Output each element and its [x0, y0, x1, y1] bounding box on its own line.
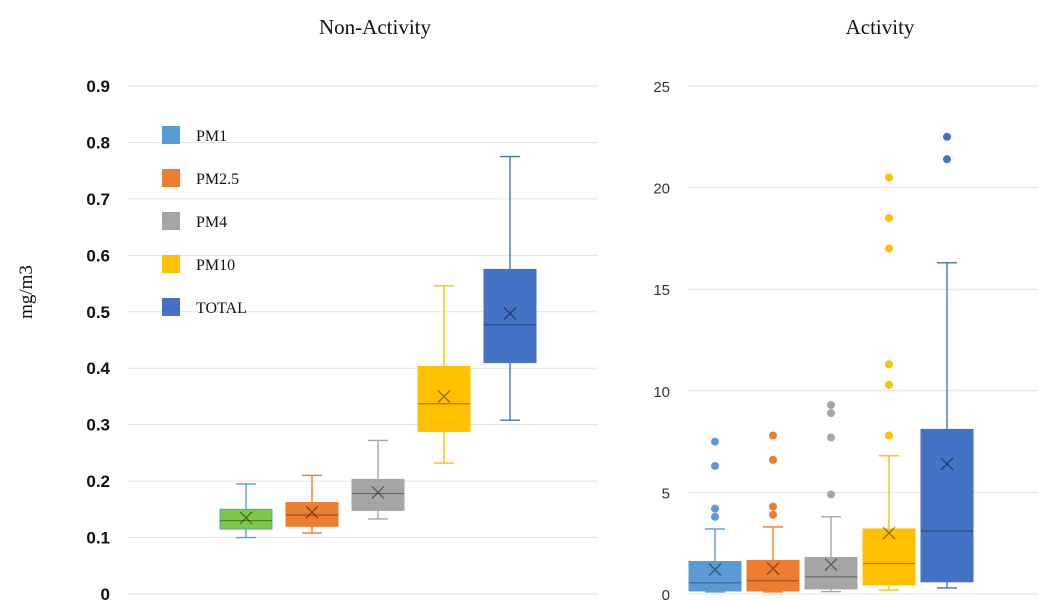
y-tick-label: 0.4	[86, 359, 110, 378]
legend-item-pm4: PM4	[162, 212, 227, 231]
y-tick-label: 0.7	[86, 190, 110, 209]
legend-swatch	[162, 298, 180, 316]
outlier-point	[769, 510, 777, 519]
y-tick-label: 0.3	[86, 416, 110, 435]
legend-swatch	[162, 169, 180, 187]
y-tick-label: 0	[101, 585, 110, 600]
y-tick-label: 0.5	[86, 303, 110, 322]
mean-marker	[940, 457, 954, 471]
y-tick-label: 20	[653, 181, 670, 198]
legend-swatch	[162, 255, 180, 273]
legend-item-pm2-5: PM2.5	[162, 169, 239, 188]
legend: PM1 PM2.5 PM4 PM10 TOTAL	[162, 126, 247, 317]
outlier-point	[827, 490, 835, 499]
y-tick-label: 0.6	[86, 246, 110, 265]
legend-swatch	[162, 126, 180, 144]
box-iqr	[746, 559, 800, 592]
mean-marker	[766, 562, 780, 576]
outlier-point	[769, 502, 777, 511]
box-pm4	[351, 439, 405, 520]
y-tick-label: 0	[662, 587, 670, 600]
box-pm1	[219, 483, 273, 539]
gridlines-non-activity	[128, 85, 598, 595]
y-tick-label: 0.1	[86, 529, 110, 548]
outlier-point	[769, 455, 777, 464]
box-pm2-5	[285, 474, 339, 534]
box-pm1	[688, 437, 742, 593]
box-iqr	[285, 502, 339, 527]
outlier-point	[827, 401, 835, 410]
box-iqr	[219, 508, 273, 530]
outlier-point	[711, 504, 719, 513]
outlier-point	[943, 155, 951, 164]
box-iqr	[862, 528, 916, 586]
legend-swatch	[162, 212, 180, 230]
outlier-point	[827, 409, 835, 418]
box-total	[920, 132, 974, 589]
chart-non-activity: Non-Activity mg/m3 0 0.1 0.2 0.3 0.4 0.5 0.6 0.…	[16, 15, 598, 600]
box-iqr	[920, 428, 974, 583]
outlier-point	[885, 214, 893, 223]
mean-marker	[371, 485, 385, 499]
mean-marker	[239, 511, 253, 525]
legend-label: PM10	[196, 257, 235, 274]
legend-label: PM1	[196, 128, 227, 145]
chart-title-activity: Activity	[846, 15, 915, 39]
outlier-point	[885, 173, 893, 182]
box-iqr	[688, 560, 742, 592]
box-pm10	[862, 173, 916, 591]
outlier-point	[885, 244, 893, 253]
chart-title-non-activity: Non-Activity	[319, 15, 431, 39]
box-pm10	[417, 285, 471, 464]
box-iqr	[417, 366, 471, 432]
gridlines-activity	[688, 85, 1038, 595]
y-tick-label: 25	[653, 79, 670, 96]
outlier-point	[711, 512, 719, 521]
outlier-point	[885, 380, 893, 389]
outlier-point	[885, 360, 893, 369]
y-axis-label: mg/m3	[16, 265, 37, 319]
box-iqr	[483, 268, 537, 364]
outlier-point	[943, 132, 951, 141]
box-iqr	[351, 478, 405, 511]
box-iqr	[804, 556, 858, 590]
box-total	[483, 155, 537, 421]
outlier-point	[885, 431, 893, 440]
legend-label: TOTAL	[196, 300, 247, 317]
legend-label: PM4	[196, 214, 227, 231]
legend-item-total: TOTAL	[162, 298, 247, 317]
legend-label: PM2.5	[196, 171, 239, 188]
outlier-point	[827, 433, 835, 442]
mean-marker	[708, 563, 722, 577]
mean-marker	[503, 307, 517, 320]
mean-marker	[882, 526, 896, 540]
mean-marker	[305, 505, 319, 519]
mean-marker	[437, 389, 451, 403]
box-pm2-5	[746, 431, 800, 593]
outlier-point	[769, 431, 777, 440]
y-tick-label: 15	[653, 282, 670, 299]
legend-item-pm10: PM10	[162, 255, 235, 274]
y-tick-label: 0.8	[86, 133, 110, 152]
y-tick-label: 0.2	[86, 472, 110, 491]
outlier-point	[711, 437, 719, 446]
box-pm4	[804, 401, 858, 593]
chart-activity: Activity 0 5 10 15 20 25	[653, 15, 1038, 600]
mean-marker	[824, 558, 838, 571]
y-ticks-activity: 0 5 10 15 20 25	[653, 79, 670, 600]
y-ticks-non-activity: 0 0.1 0.2 0.3 0.4 0.5 0.6 0.7 0.8 0.9	[86, 77, 110, 600]
boxes-activity	[688, 132, 974, 593]
y-tick-label: 0.9	[86, 77, 110, 96]
y-tick-label: 10	[653, 384, 670, 401]
y-tick-label: 5	[662, 485, 670, 502]
legend-item-pm1: PM1	[162, 126, 227, 145]
boxes-non-activity	[219, 155, 537, 539]
outlier-point	[711, 461, 719, 470]
